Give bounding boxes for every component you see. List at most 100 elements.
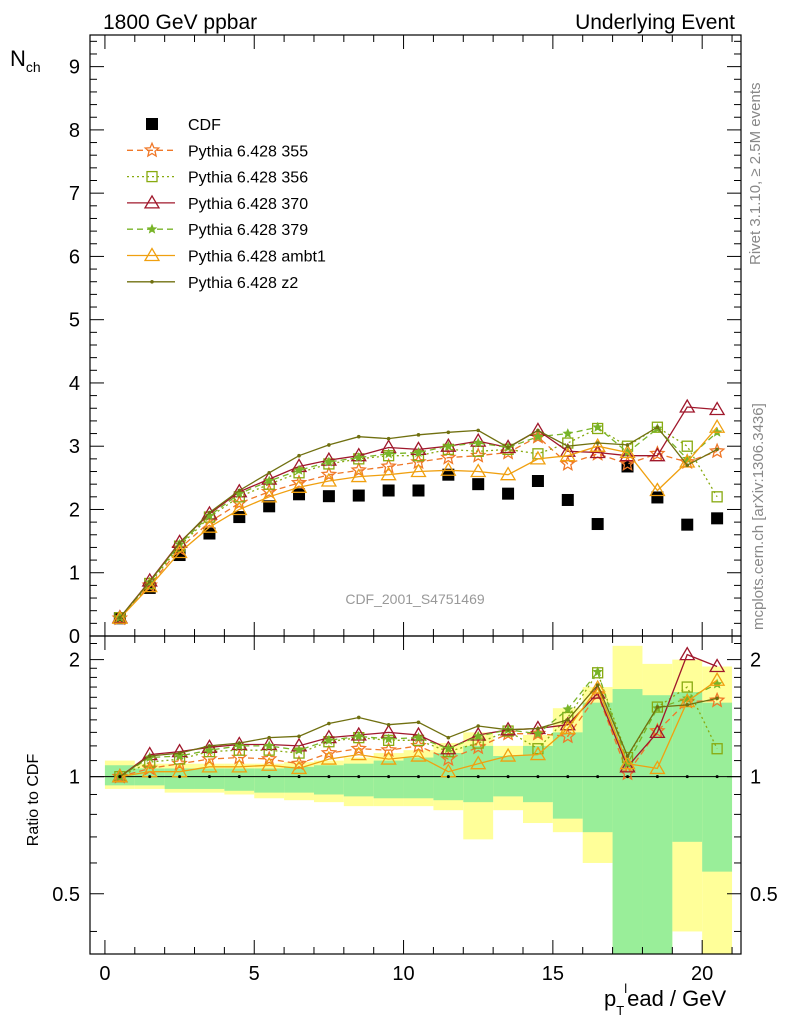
x-tick-label: 5	[249, 963, 260, 985]
header-right: Underlying Event	[575, 11, 735, 34]
data-point	[203, 527, 216, 540]
mcplots-label: mcplots.cern.ch [arXiv:1306.3436]	[750, 403, 767, 630]
legend-marker	[143, 141, 161, 158]
x-axis-label: pTlead / GeV	[604, 981, 726, 1018]
ratio-point	[327, 721, 331, 726]
ratio-point	[679, 646, 696, 661]
legend-marker	[146, 170, 158, 183]
y-tick-label: 4	[69, 373, 80, 395]
data-point	[708, 418, 726, 433]
data-point	[413, 446, 424, 458]
data-point	[111, 609, 128, 624]
data-point	[207, 510, 212, 515]
ratio-point	[263, 740, 275, 751]
data-point	[327, 443, 331, 447]
data-point	[595, 441, 600, 445]
ratio-reference-point	[416, 775, 420, 779]
ratio-y-tick-label: 0.5	[52, 884, 80, 906]
data-point	[356, 434, 361, 439]
ratio-point	[446, 735, 451, 740]
ratio-point	[207, 744, 212, 748]
ratio-reference-point	[715, 775, 719, 779]
ratio-point	[708, 658, 726, 673]
data-point	[320, 451, 338, 466]
data-point	[711, 491, 723, 503]
ratio-point	[383, 733, 394, 744]
band-green-bin	[702, 702, 733, 872]
y-tick-label: 1	[69, 563, 80, 585]
ratio-point	[685, 703, 690, 707]
ratio-reference-point	[207, 775, 211, 779]
x-tick-label: 20	[691, 963, 713, 985]
x-axis-label-main: p	[604, 986, 616, 1011]
data-point	[619, 447, 636, 462]
ratio-point	[260, 750, 278, 767]
data-point	[380, 457, 397, 474]
ratio-reference-point	[357, 775, 361, 779]
data-point	[681, 518, 694, 531]
y-tick-label: 8	[69, 120, 80, 142]
data-point	[416, 433, 421, 437]
ratio-point	[174, 750, 185, 761]
ratio-point	[715, 696, 719, 701]
data-point	[263, 500, 276, 513]
legend-label: Pythia 6.428 379	[188, 222, 308, 239]
ratio-point	[470, 755, 487, 770]
ratio-point	[201, 758, 218, 773]
data-point	[561, 493, 574, 506]
ratio-point	[237, 741, 242, 745]
y-axis-label-main: N	[10, 46, 26, 71]
y-tick-label: 0	[69, 626, 80, 648]
ratio-point	[472, 730, 484, 741]
data-point	[380, 466, 397, 481]
legend-marker	[146, 118, 158, 130]
data-point	[472, 478, 485, 491]
band-green-bin	[642, 695, 673, 954]
band-green-bin	[343, 763, 374, 797]
data-point	[440, 461, 457, 476]
ratio-point	[625, 754, 630, 758]
ratio-point	[290, 755, 308, 771]
ratio-point	[350, 739, 367, 756]
legend-entry: Pythia 6.428 379	[127, 222, 308, 239]
data-point	[711, 512, 724, 525]
ratio-reference-point	[655, 775, 659, 779]
data-point	[681, 440, 693, 452]
legend-label: Pythia 6.428 ambt1	[188, 249, 326, 266]
ratio-point	[297, 734, 301, 739]
x-tick-label: 15	[542, 963, 564, 985]
data-point	[443, 440, 454, 451]
ratio-reference-point	[685, 775, 689, 779]
data-point	[231, 501, 248, 516]
ratio-point	[565, 718, 570, 722]
ratio-point	[619, 758, 636, 773]
data-point	[233, 511, 246, 524]
ratio-point	[532, 728, 544, 739]
ratio-point	[589, 679, 606, 694]
ratio-uncertainty-bands	[90, 645, 741, 954]
ratio-reference-point	[566, 775, 570, 779]
legend: CDF Pythia 6.428 355 Pythia 6.428 356 Pythi…	[127, 117, 326, 292]
data-point	[290, 479, 308, 493]
data-point	[382, 484, 395, 497]
ratio-point	[386, 722, 391, 727]
ratio-reference-point	[118, 775, 122, 779]
ratio-point	[649, 724, 666, 739]
ratio-point	[619, 755, 636, 770]
ratio-reference-point	[237, 775, 241, 779]
rivet-label: Rivet 3.1.10, ≥ 2.5M events	[747, 83, 764, 266]
ratio-point	[562, 703, 574, 714]
ratio-point	[443, 743, 454, 754]
ratio-reference-point	[536, 775, 540, 779]
data-point	[715, 447, 719, 452]
band-green-bin	[164, 768, 195, 789]
data-point	[263, 475, 275, 486]
ratio-point	[320, 744, 338, 761]
data-point	[350, 468, 367, 483]
ratio-point	[380, 750, 397, 765]
ratio-point	[708, 671, 726, 686]
ratio-point	[231, 758, 248, 773]
data-point	[320, 466, 338, 482]
data-point	[506, 445, 510, 450]
data-point	[383, 448, 394, 459]
